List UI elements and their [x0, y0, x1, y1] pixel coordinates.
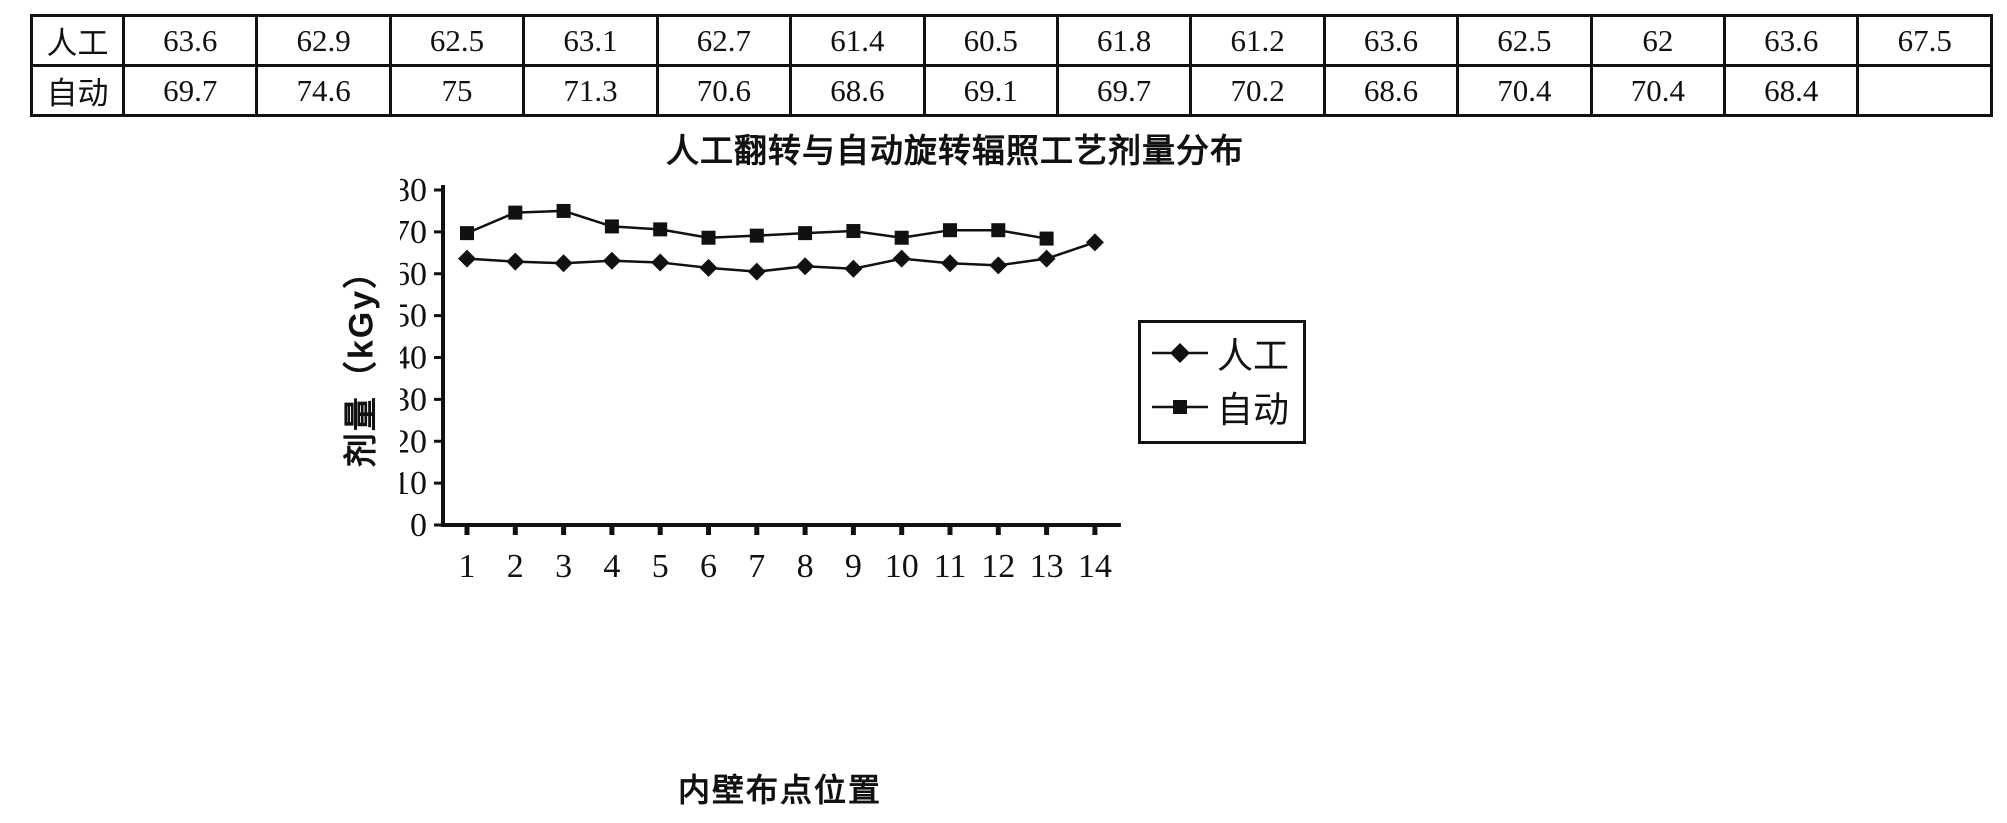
- table-cell: 62: [1589, 14, 1727, 67]
- svg-text:80: 80: [400, 178, 427, 209]
- table-cell: 68.4: [1723, 64, 1860, 117]
- table-cell: 70.2: [1189, 64, 1326, 117]
- diamond-marker-icon: [1152, 343, 1208, 363]
- table-cell: 67.5: [1856, 14, 1993, 67]
- y-axis-label: 剂量（kGy）: [342, 252, 381, 468]
- row-label-manual: 人工: [30, 14, 125, 67]
- table-cell: 75: [388, 64, 526, 117]
- legend-label-manual: 人工: [1217, 335, 1290, 376]
- table-cell: 68.6: [1322, 64, 1460, 117]
- x-axis-label: 内壁布点位置: [677, 772, 882, 808]
- table-cell: 69.1: [922, 64, 1059, 117]
- square-marker-icon: [1152, 400, 1208, 414]
- table-row-auto: 自动 69.7 74.6 75 71.3 70.6 68.6 69.1 69.7 70.2 68.…: [30, 64, 1993, 117]
- table-cell: 62.7: [655, 14, 793, 67]
- svg-text:5: 5: [652, 548, 669, 585]
- svg-text:10: 10: [885, 548, 919, 585]
- svg-text:60: 60: [400, 256, 427, 293]
- svg-text:30: 30: [400, 381, 427, 418]
- table-cell: 61.8: [1055, 14, 1193, 67]
- svg-text:10: 10: [400, 465, 427, 502]
- table-cell: 63.6: [1723, 14, 1860, 67]
- svg-text:8: 8: [797, 548, 814, 585]
- table-cell: 62.9: [255, 14, 392, 67]
- table-row-manual: 人工 63.6 62.9 62.5 63.1 62.7 61.4 60.5 61.8 61.2 6…: [30, 14, 1993, 67]
- table-cell: 62.5: [1456, 14, 1593, 67]
- svg-text:20: 20: [400, 423, 427, 460]
- svg-text:0: 0: [410, 507, 427, 544]
- svg-text:3: 3: [555, 548, 572, 585]
- svg-text:12: 12: [981, 548, 1015, 585]
- chart-legend: 人工 自动: [1138, 320, 1307, 444]
- dose-data-table: 人工 63.6 62.9 62.5 63.1 62.7 61.4 60.5 61.8 61.2 6…: [30, 14, 1993, 117]
- table-cell: 69.7: [121, 64, 259, 117]
- table-cell: [1856, 64, 1993, 117]
- svg-text:70: 70: [400, 214, 427, 251]
- chart-title: 人工翻转与自动旋转辐照工艺剂量分布: [666, 132, 1244, 169]
- table-cell: 70.4: [1456, 64, 1593, 117]
- svg-text:6: 6: [700, 548, 717, 585]
- svg-text:14: 14: [1078, 548, 1112, 585]
- row-label-auto: 自动: [30, 64, 125, 117]
- table-cell: 63.1: [522, 14, 659, 67]
- svg-text:50: 50: [400, 298, 427, 335]
- table-cell: 69.7: [1055, 64, 1193, 117]
- svg-text:7: 7: [748, 548, 765, 585]
- table-cell: 71.3: [522, 64, 659, 117]
- svg-text:13: 13: [1030, 548, 1064, 585]
- svg-text:11: 11: [934, 548, 967, 585]
- legend-item-manual: 人工: [1151, 327, 1289, 379]
- legend-item-auto: 自动: [1151, 381, 1289, 433]
- svg-text:4: 4: [603, 548, 620, 585]
- table-cell: 62.5: [388, 14, 526, 67]
- table-cell: 68.6: [789, 64, 926, 117]
- table-cell: 61.4: [789, 14, 926, 67]
- svg-text:9: 9: [845, 548, 862, 585]
- svg-text:40: 40: [400, 340, 427, 377]
- table-cell: 63.6: [121, 14, 259, 67]
- table-cell: 60.5: [922, 14, 1059, 67]
- table-cell: 63.6: [1322, 14, 1460, 67]
- svg-text:1: 1: [459, 548, 476, 585]
- dose-chart: 0 10 20 30 40 50 60 70 80 1 2 3 4 5 6 7 8 9 10 11 12 13 14 人工 …: [400, 178, 1410, 678]
- table-cell: 74.6: [255, 64, 392, 117]
- svg-text:2: 2: [507, 548, 524, 585]
- table-cell: 61.2: [1189, 14, 1326, 67]
- table-cell: 70.4: [1589, 64, 1727, 117]
- table-cell: 70.6: [655, 64, 793, 117]
- legend-label-auto: 自动: [1217, 389, 1290, 430]
